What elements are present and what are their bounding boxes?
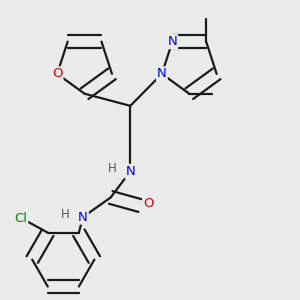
Text: H: H bbox=[108, 162, 117, 175]
Text: O: O bbox=[143, 197, 154, 211]
Text: Cl: Cl bbox=[14, 212, 27, 225]
Text: N: N bbox=[157, 67, 167, 80]
Text: N: N bbox=[125, 165, 135, 178]
Text: O: O bbox=[52, 67, 62, 80]
Text: H: H bbox=[61, 208, 69, 221]
Text: N: N bbox=[78, 211, 88, 224]
Text: N: N bbox=[167, 35, 177, 48]
